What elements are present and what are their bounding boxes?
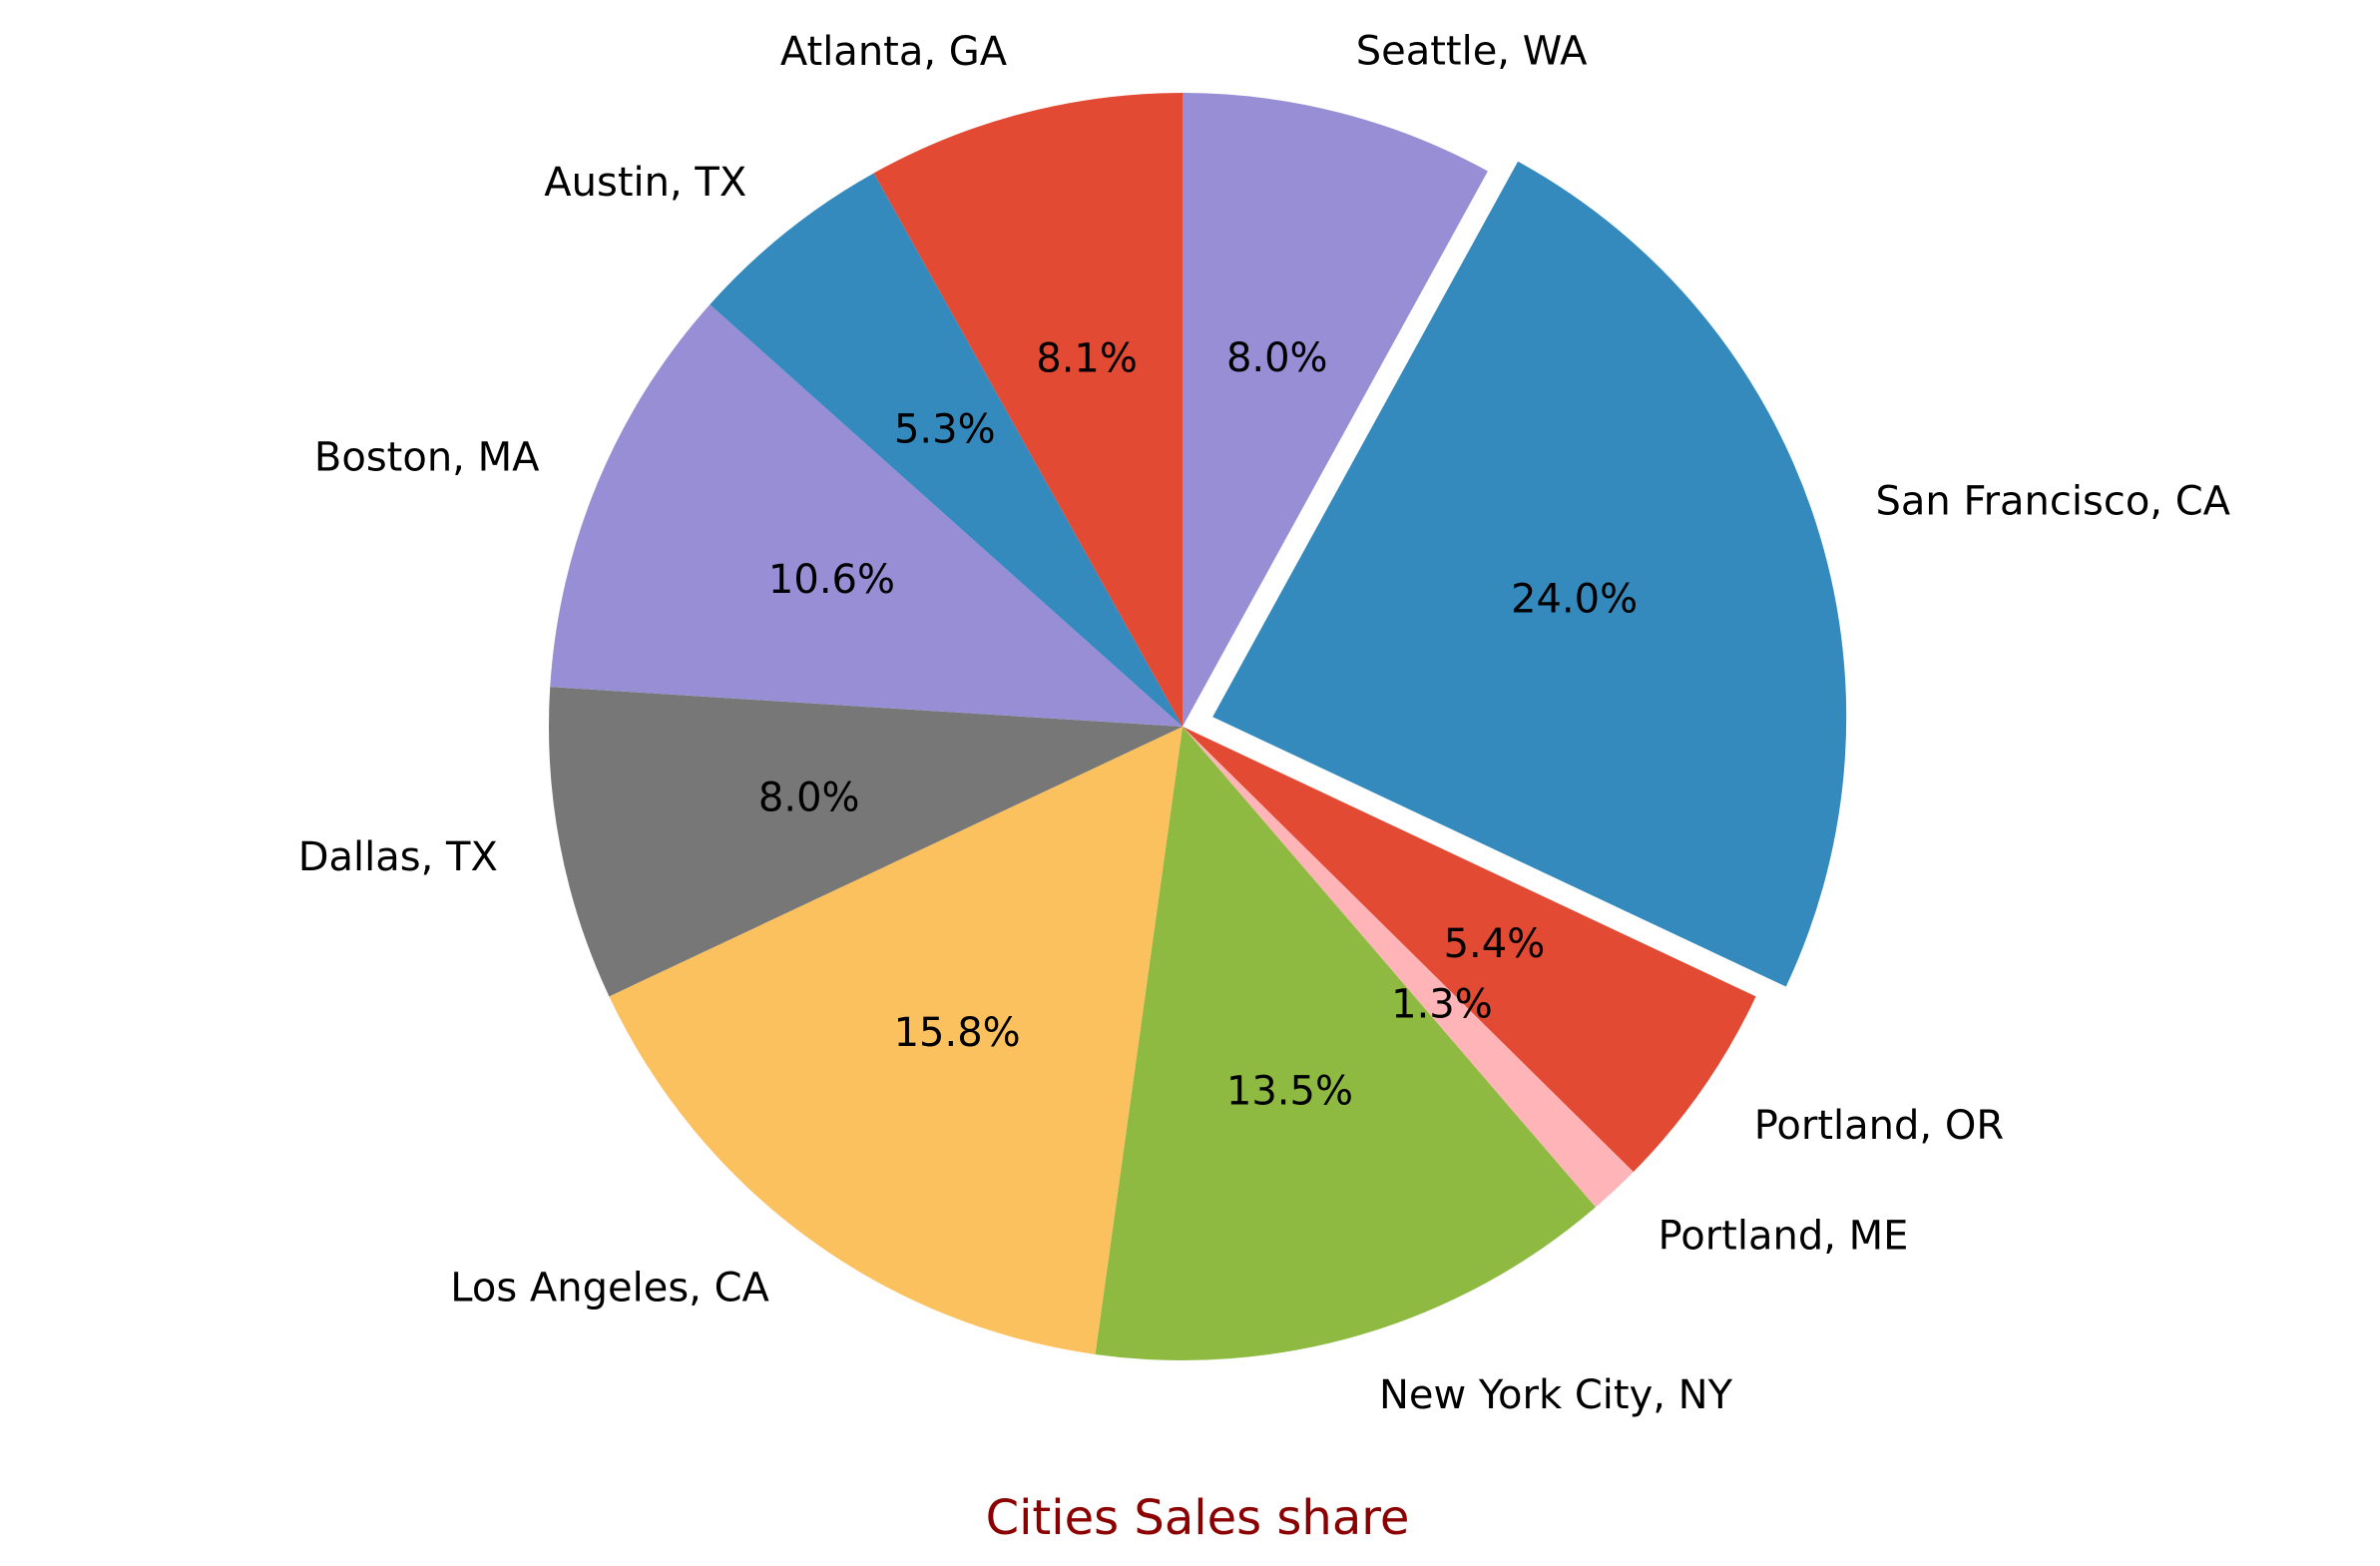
slice-label-boston-ma: Boston, MA [314,435,540,481]
pie-slice-seattle-wa [1183,93,1488,727]
percent-label-portland-me: 1.3% [1391,982,1493,1028]
slice-label-atlanta-ga: Atlanta, GA [780,29,1008,75]
percent-label-san-francisco-ca: 24.0% [1511,576,1638,622]
pie-slice-atlanta-ga [873,93,1183,727]
pie-slice-boston-ma [550,304,1183,727]
percent-label-atlanta-ga: 8.1% [1036,335,1138,381]
chart-title: Cities Sales share [986,1490,1410,1546]
pie-slice-dallas-tx [549,687,1183,997]
percent-labels: 8.0% 24.0% 5.4% 1.3% 13.5% 15.8% 8.0% 10.6% 5.3%… [758,335,1638,1115]
pie-slice-san-francisco-ca [1212,161,1847,987]
percent-label-portland-or: 5.4% [1444,921,1546,967]
percent-label-seattle-wa: 8.0% [1226,335,1328,381]
slice-label-los-angeles-ca: Los Angeles, CA [450,1266,769,1311]
slice-label-portland-me: Portland, ME [1659,1214,1909,1260]
pie-slice-portland-or [1183,727,1756,1173]
percent-label-new-york-city-ny: 13.5% [1226,1069,1353,1115]
pie-slice-new-york-city-ny [1095,727,1596,1360]
percent-label-dallas-tx: 8.0% [758,775,860,820]
slice-label-new-york-city-ny: New York City, NY [1379,1372,1733,1418]
slice-label-seattle-wa: Seattle, WA [1356,28,1588,74]
pie-slice-austin-tx [710,173,1183,728]
slice-label-dallas-tx: Dallas, TX [298,834,498,880]
percent-label-boston-ma: 10.6% [768,557,895,603]
slice-label-austin-tx: Austin, TX [544,160,746,206]
pie-slice-los-angeles-ca [609,727,1183,1354]
percent-label-austin-tx: 5.3% [894,407,996,453]
slice-labels: Seattle, WA San Francisco, CA Portland, OR… [298,28,2231,1418]
pie-slices [549,93,1847,1360]
pie-slice-portland-me [1183,727,1634,1208]
slice-label-portland-or: Portland, OR [1754,1103,2004,1149]
percent-label-los-angeles-ca: 15.8% [894,1010,1021,1056]
slice-label-san-francisco-ca: San Francisco, CA [1876,478,2231,524]
